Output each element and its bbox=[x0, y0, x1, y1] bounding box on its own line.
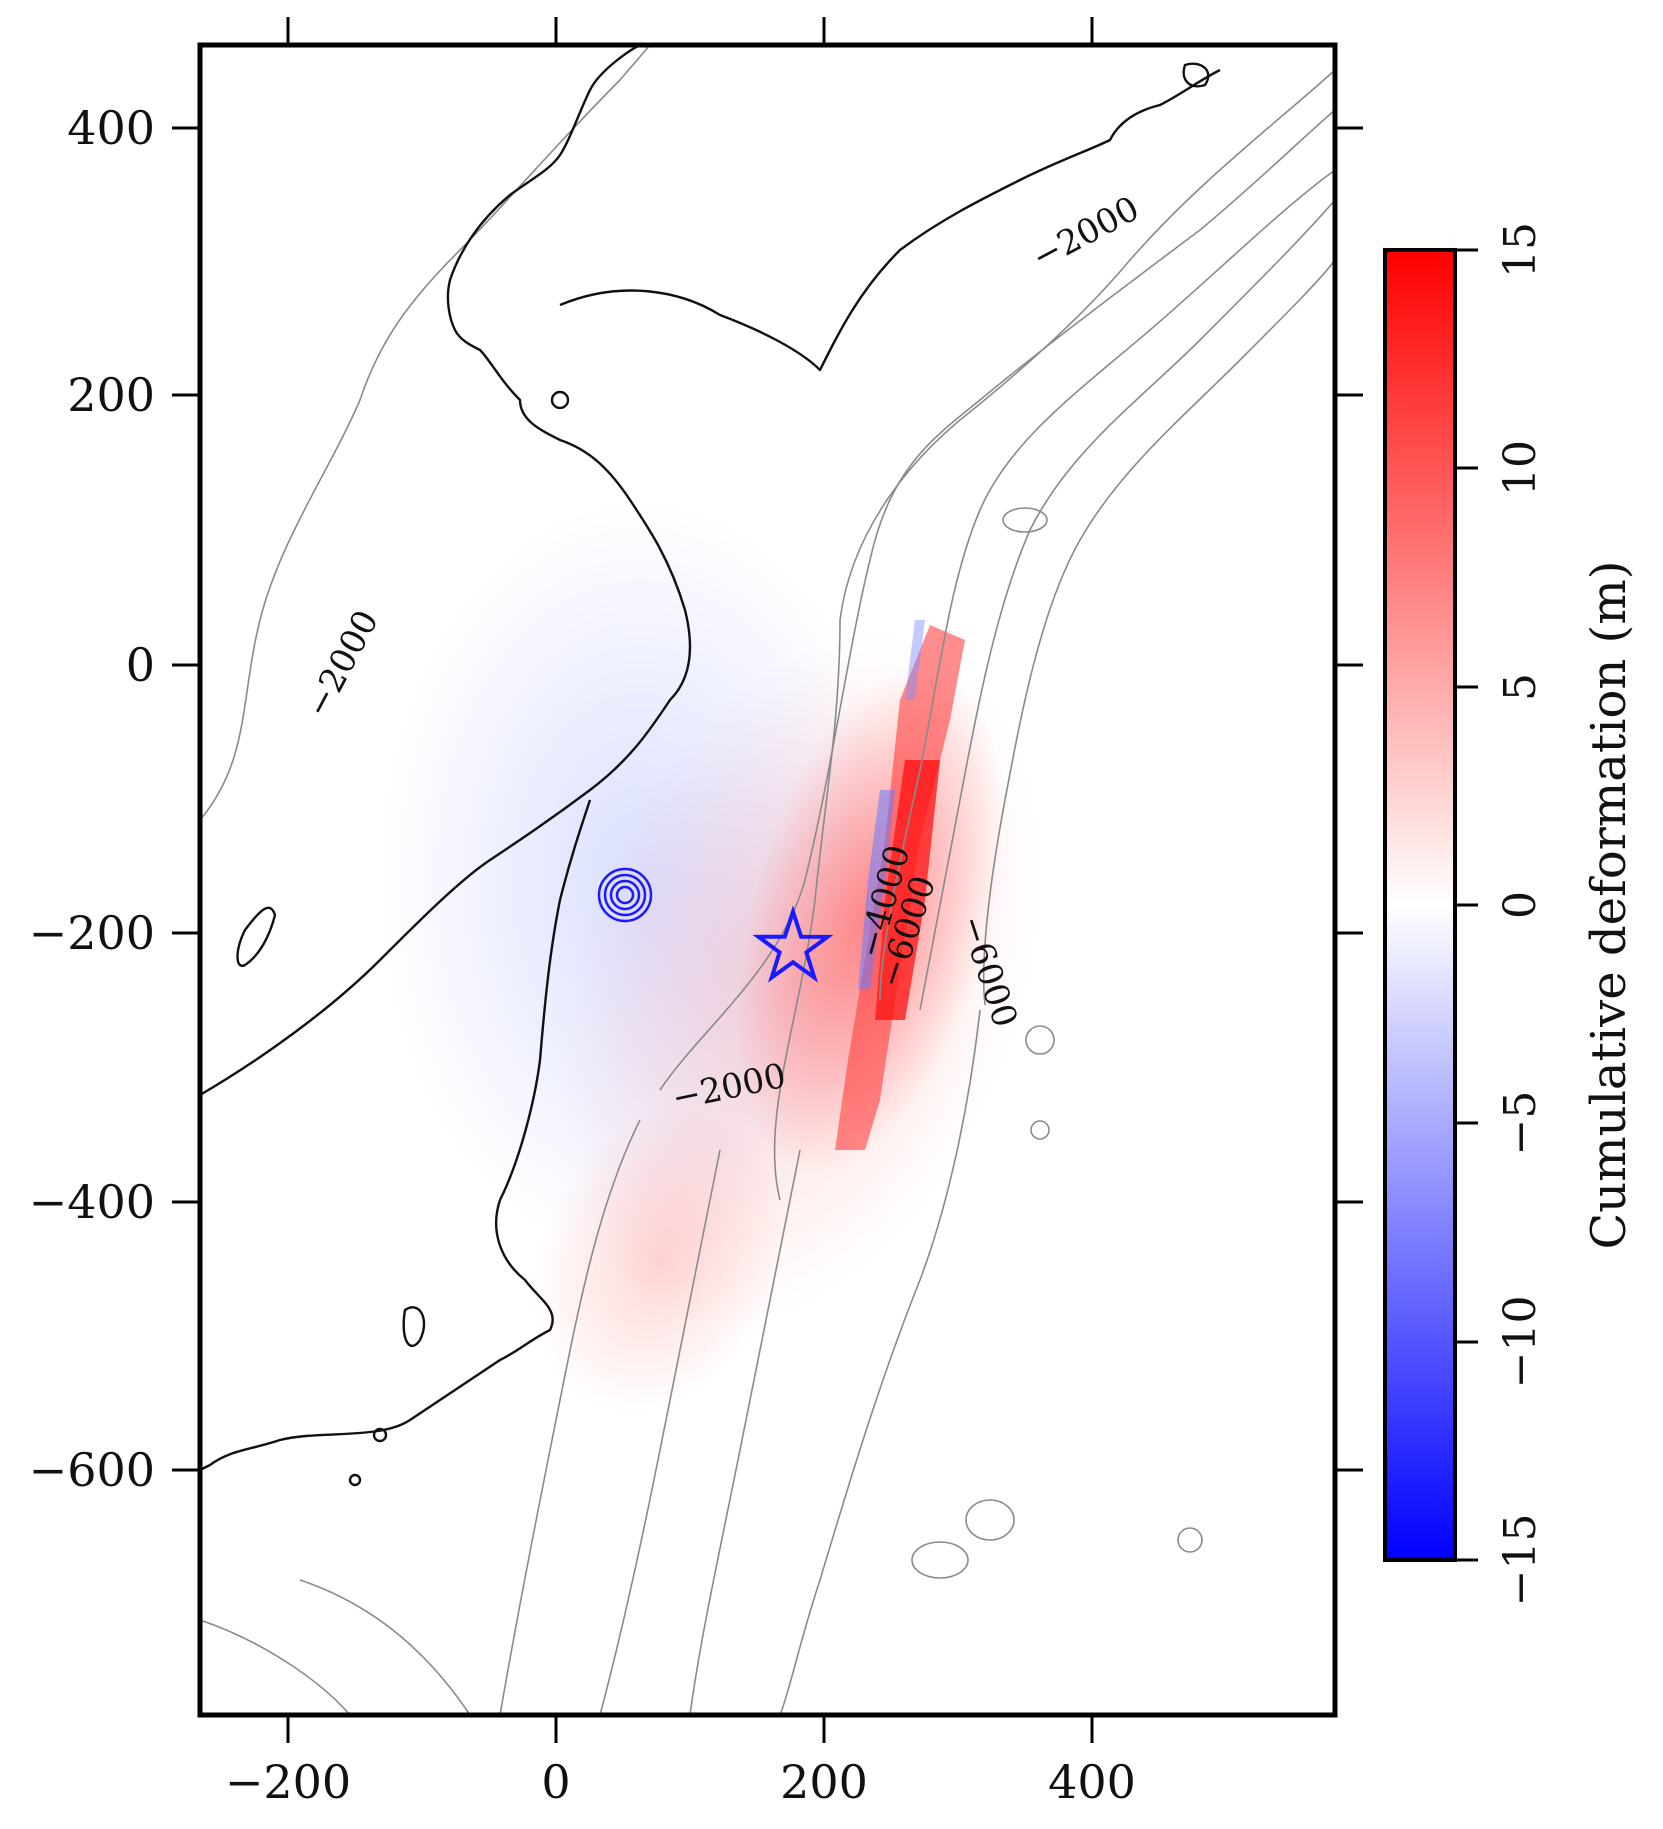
colorbar-tick-label: 10 bbox=[1495, 440, 1546, 496]
coastline-hokkaido bbox=[559, 68, 1221, 372]
uplift-south-zone bbox=[531, 1106, 789, 1414]
y-tick-label: −200 bbox=[29, 906, 155, 960]
coastline-island bbox=[348, 1473, 362, 1487]
contour-line bbox=[879, 169, 1335, 1001]
axis-ticks bbox=[172, 17, 1363, 1743]
contour-line bbox=[773, 69, 1335, 1201]
colorbar-ticks bbox=[1455, 248, 1478, 1562]
x-tick-label: −200 bbox=[225, 1755, 351, 1809]
colorbar-gradient bbox=[1383, 248, 1457, 1562]
colorbar-tick-label: −5 bbox=[1495, 1091, 1546, 1156]
coastlines bbox=[200, 45, 1221, 1487]
y-tick-label: 0 bbox=[126, 638, 155, 692]
x-tick-label: 400 bbox=[1048, 1755, 1136, 1809]
coastline-honshu-east bbox=[200, 799, 592, 1472]
seamount-contour bbox=[965, 1499, 1015, 1541]
x-tick-label: 200 bbox=[780, 1755, 868, 1809]
contour-line bbox=[689, 1149, 801, 1715]
coastline-island bbox=[1182, 62, 1210, 88]
bathymetry-contours bbox=[200, 45, 1335, 1715]
contour-line bbox=[982, 259, 1335, 1006]
contour-line bbox=[919, 199, 1335, 1011]
seamount-contour bbox=[1025, 1025, 1055, 1055]
coastline-honshu bbox=[200, 45, 692, 1097]
coastline-island bbox=[236, 906, 277, 967]
x-tick-label: 0 bbox=[541, 1755, 570, 1809]
plot-frame bbox=[197, 42, 1338, 1718]
contour-line bbox=[200, 1619, 351, 1715]
colorbar-tick-label: 0 bbox=[1495, 891, 1546, 919]
contour-line bbox=[499, 1119, 641, 1715]
subsidence-fault-strip bbox=[858, 790, 895, 990]
colorbar: 15 10 5 0 −5 −10 −15 Cumulative deformat… bbox=[1383, 222, 1637, 1607]
y-axis-tick-labels: 400 200 0 −200 −400 −600 bbox=[29, 101, 155, 1497]
contour-line bbox=[779, 1009, 981, 1715]
colorbar-tick-label: −15 bbox=[1495, 1514, 1546, 1607]
seamount-contour bbox=[911, 1541, 969, 1579]
colorbar-tick-label: 15 bbox=[1495, 222, 1546, 278]
seamount-contour bbox=[1030, 1120, 1050, 1140]
coastline-island bbox=[550, 390, 570, 410]
colorbar-tick-label: 5 bbox=[1495, 673, 1546, 701]
contour-line bbox=[299, 1579, 471, 1715]
y-tick-label: −600 bbox=[29, 1443, 155, 1497]
y-tick-label: 200 bbox=[67, 368, 155, 422]
x-axis-tick-labels: −200 0 200 400 bbox=[225, 1755, 1136, 1809]
subsidence-north-strip bbox=[905, 620, 925, 700]
map-plot-area: −2000 −2000 −2000 −4000 −6000 −6000 bbox=[200, 45, 1335, 1715]
star-icon bbox=[752, 905, 834, 983]
y-tick-label: −400 bbox=[29, 1175, 155, 1229]
coastline-island bbox=[372, 1427, 388, 1443]
seamount-contour bbox=[1177, 1527, 1203, 1553]
y-tick-label: 400 bbox=[67, 101, 155, 155]
concentric-circles-icon bbox=[597, 867, 653, 923]
colorbar-title: Cumulative deformation (m) bbox=[1581, 560, 1637, 1249]
colorbar-tick-label: −10 bbox=[1495, 1296, 1546, 1389]
coastline-island bbox=[402, 1306, 426, 1347]
contour-line bbox=[599, 1149, 721, 1715]
seamount-contour bbox=[1002, 507, 1048, 533]
